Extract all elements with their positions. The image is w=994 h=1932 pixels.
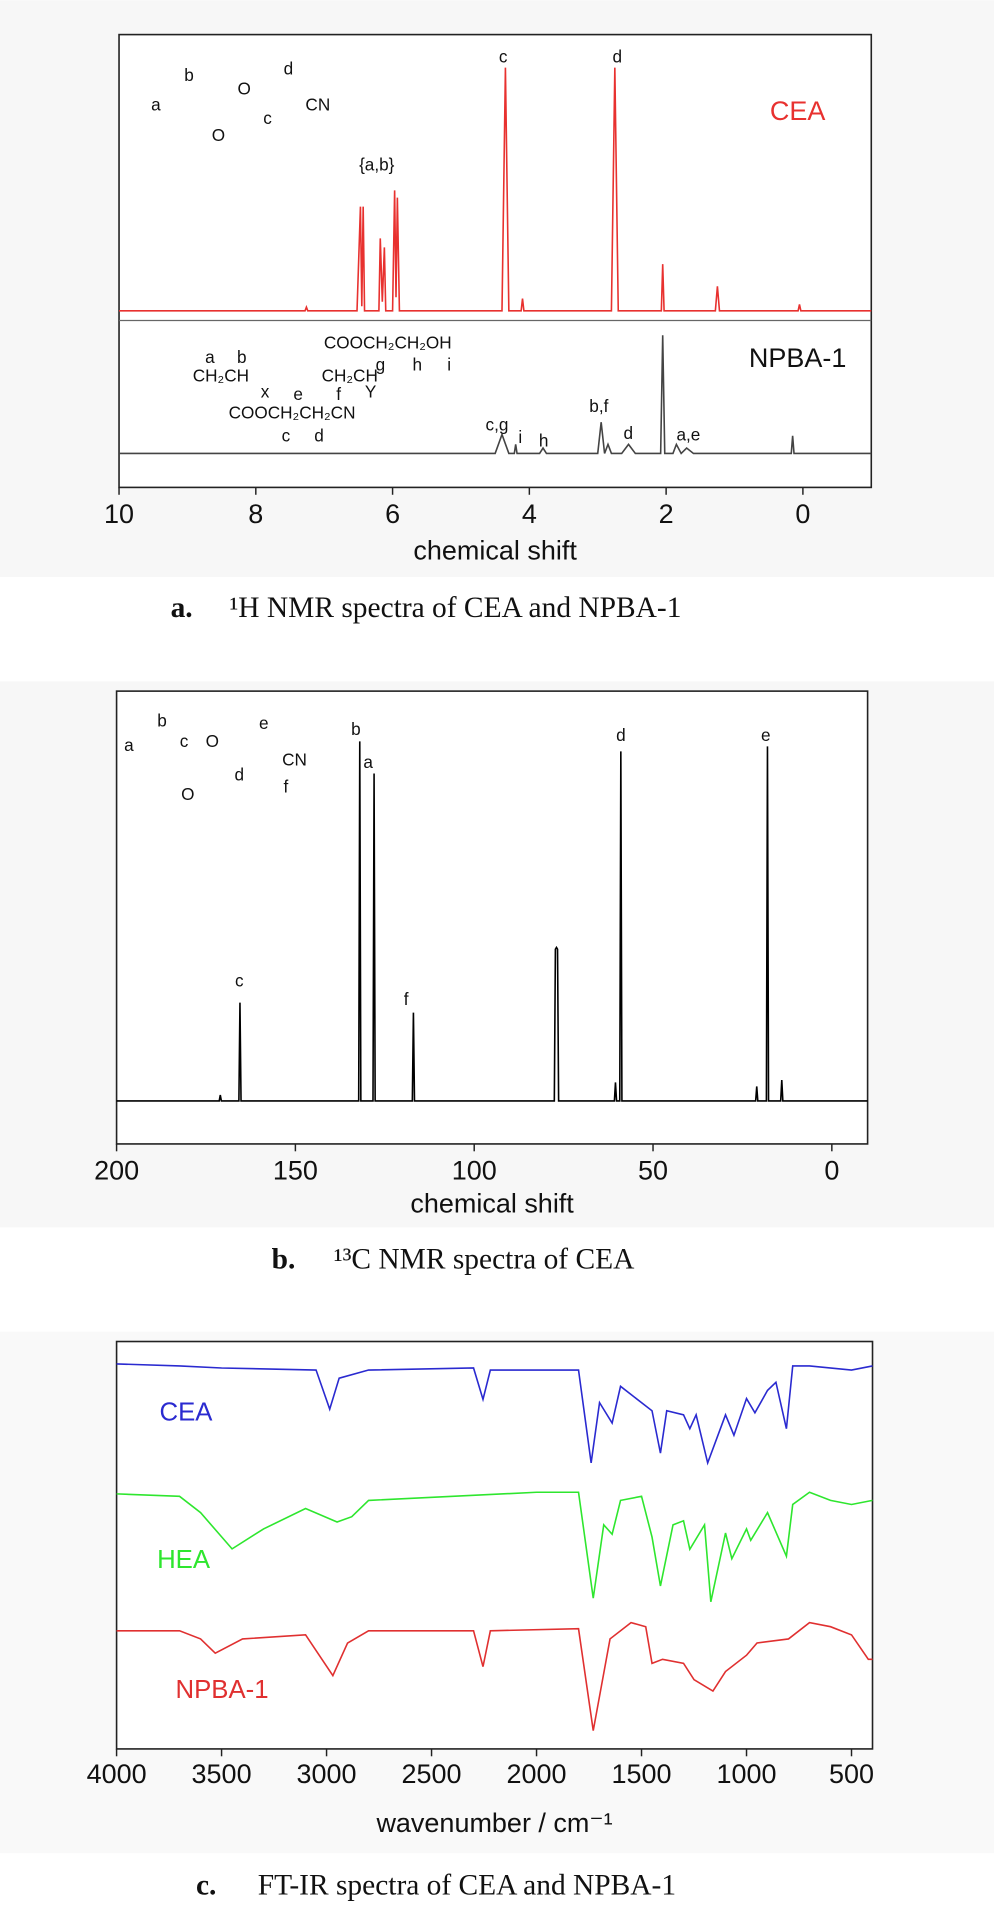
peak-label: c [499, 46, 508, 66]
structure-label: COOCH₂CH₂OH [324, 332, 452, 352]
structure-label: COOCH₂CH₂CN [229, 402, 356, 422]
x-tick-label: 0 [795, 499, 810, 529]
peak-label: b [351, 719, 361, 739]
x-tick-label: 10 [104, 499, 134, 529]
x-tick-label: 2000 [507, 1759, 567, 1789]
peak-label: f [404, 989, 409, 1009]
series-label: NPBA-1 [175, 1676, 268, 1704]
chart: 4000 3500 3000 2500 2000 1500 1000 500 wavenumbe… [87, 1340, 874, 1901]
structure-label: d [284, 59, 294, 79]
peak-label: b,f [589, 396, 608, 416]
plot-area [115, 1340, 874, 1750]
x-tick-label: 8 [248, 499, 263, 529]
structure-label: CH₂CH [193, 365, 249, 385]
structure-label: i [447, 354, 451, 374]
structure-label: CN [282, 750, 307, 770]
peak-label: a [363, 752, 373, 772]
peak-label: d [616, 725, 626, 745]
plot-area [115, 690, 869, 1145]
structure-label: a [151, 94, 161, 114]
x-tick-label: 4 [522, 499, 537, 529]
x-tick-label: 4000 [87, 1759, 147, 1789]
peak-label: a,e [676, 424, 700, 444]
structure-label: Y [365, 381, 377, 401]
peak-label: h [539, 431, 549, 451]
structure-label: a [205, 347, 215, 367]
spectrum-line [116, 1491, 873, 1603]
plot-area [118, 33, 873, 489]
caption: FT-IR spectra of CEA and NPBA-1 [258, 1869, 676, 1901]
x-tick-label: 1500 [612, 1759, 672, 1789]
structure-label: O [238, 78, 251, 98]
structure-label: b [237, 347, 247, 367]
x-tick-label: 50 [638, 1155, 668, 1185]
caption-label: c. [196, 1869, 216, 1901]
structure-label: e [293, 384, 303, 404]
x-tick-label: 6 [385, 499, 400, 529]
peak-label: e [761, 725, 771, 745]
structure-label: g [376, 354, 386, 374]
x-tick-label: 3000 [297, 1759, 357, 1789]
spectrum-line [116, 1621, 873, 1731]
series-label: HEA [157, 1546, 211, 1574]
structure-label: d [235, 764, 245, 784]
structure-label: x [261, 381, 270, 401]
structure-label: b [184, 65, 194, 85]
structure-label: b [157, 710, 167, 730]
peak-label: i [518, 427, 522, 447]
x-tick-label: 500 [829, 1759, 874, 1789]
x-tick-label: 200 [94, 1155, 139, 1185]
chart: 10 8 6 4 2 0 chemical shift CEA NPBA-1 {a,b} c d c,g… [104, 33, 873, 624]
x-tick-label: 2500 [402, 1759, 462, 1789]
caption-label: b. [272, 1244, 296, 1276]
structure-label: CH₂CH [322, 365, 378, 385]
structure-label: a [124, 735, 134, 755]
spectrum-line [116, 1363, 873, 1466]
structure-label: c [180, 731, 189, 751]
x-tick-label: 100 [452, 1155, 497, 1185]
x-tick-label: 150 [273, 1155, 318, 1185]
x-axis-label: wavenumber / cm⁻¹ [375, 1808, 612, 1838]
structure-label: O [181, 784, 194, 804]
caption-label: a. [171, 592, 193, 624]
peak-label: c,g [486, 415, 509, 435]
peak-label: c [235, 970, 244, 990]
peak-label: d [624, 423, 634, 443]
peak-label: d [612, 46, 622, 66]
spectrum-line [119, 67, 872, 312]
structure-label: O [206, 731, 219, 751]
x-axis-label: chemical shift [413, 536, 577, 566]
structure-label: d [314, 426, 324, 446]
x-tick-label: 2 [659, 499, 674, 529]
structure-label: f [284, 777, 289, 797]
series-label: NPBA-1 [749, 343, 846, 373]
peak-label: {a,b} [359, 154, 395, 174]
structure-label: c [282, 426, 291, 446]
structure-label: h [412, 354, 422, 374]
series-label: CEA [770, 96, 825, 126]
caption: ¹³C NMR spectra of CEA [334, 1244, 635, 1276]
x-tick-label: 1000 [717, 1759, 777, 1789]
structure-label: c [263, 108, 272, 128]
structure-label: f [336, 384, 341, 404]
x-tick-label: 0 [824, 1155, 839, 1185]
x-axis-label: chemical shift [410, 1188, 574, 1218]
structure-label: e [259, 713, 269, 733]
structure-label: CN [305, 94, 330, 114]
structure-label: O [212, 125, 225, 145]
x-tick-label: 3500 [192, 1759, 252, 1789]
series-label: CEA [160, 1399, 214, 1427]
spectrum-line [119, 335, 872, 455]
spectrum-line [116, 741, 868, 1102]
caption: ¹H NMR spectra of CEA and NPBA-1 [229, 592, 681, 624]
